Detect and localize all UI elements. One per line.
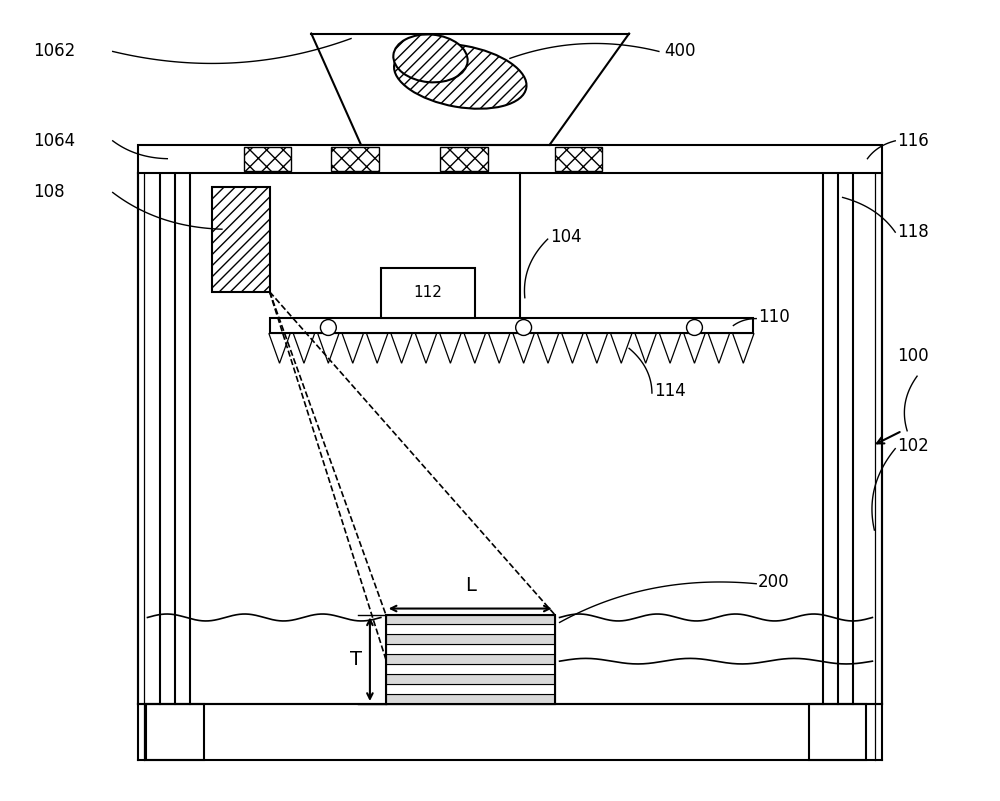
Bar (386, 674, 555, 684)
Bar (138, 145, 882, 172)
Bar (331, 147, 379, 171)
Bar (386, 644, 555, 654)
Polygon shape (513, 333, 534, 364)
Polygon shape (318, 333, 339, 364)
Polygon shape (537, 333, 559, 364)
Bar (386, 614, 555, 704)
Circle shape (320, 320, 336, 336)
Text: 110: 110 (758, 308, 790, 325)
Bar (386, 664, 555, 674)
Text: 118: 118 (897, 223, 929, 241)
Polygon shape (440, 333, 461, 364)
Bar (146, 704, 204, 760)
Bar (270, 317, 753, 333)
Text: T: T (350, 650, 362, 669)
Circle shape (516, 320, 532, 336)
Polygon shape (659, 333, 681, 364)
Text: 1062: 1062 (33, 42, 76, 60)
Text: 100: 100 (897, 348, 929, 365)
Bar (386, 684, 555, 694)
Bar (440, 147, 488, 171)
Polygon shape (269, 333, 290, 364)
Bar (212, 187, 270, 292)
Polygon shape (367, 333, 388, 364)
Polygon shape (611, 333, 632, 364)
Text: 108: 108 (33, 183, 65, 202)
Polygon shape (391, 333, 412, 364)
Circle shape (687, 320, 702, 336)
Polygon shape (708, 333, 730, 364)
Polygon shape (415, 333, 437, 364)
Bar (386, 614, 555, 625)
Text: 200: 200 (758, 573, 790, 590)
Ellipse shape (393, 34, 468, 83)
Polygon shape (293, 333, 315, 364)
Bar (244, 147, 291, 171)
Ellipse shape (394, 44, 527, 109)
Text: 114: 114 (654, 382, 686, 400)
Bar (555, 147, 602, 171)
Bar (138, 705, 882, 759)
Bar (386, 694, 555, 704)
Bar (386, 634, 555, 644)
Polygon shape (586, 333, 608, 364)
Polygon shape (635, 333, 656, 364)
Text: 400: 400 (664, 42, 695, 60)
Polygon shape (733, 333, 754, 364)
Polygon shape (342, 333, 363, 364)
Text: 102: 102 (897, 437, 929, 455)
Text: 116: 116 (897, 132, 929, 150)
Text: L: L (465, 576, 476, 594)
Polygon shape (464, 333, 485, 364)
Text: 112: 112 (414, 285, 442, 300)
Polygon shape (684, 333, 705, 364)
Bar (381, 268, 475, 317)
Bar (386, 654, 555, 664)
Bar (809, 704, 866, 760)
Text: 1064: 1064 (33, 132, 75, 150)
Text: 104: 104 (550, 228, 581, 246)
Polygon shape (562, 333, 583, 364)
Polygon shape (489, 333, 510, 364)
Bar (386, 625, 555, 634)
